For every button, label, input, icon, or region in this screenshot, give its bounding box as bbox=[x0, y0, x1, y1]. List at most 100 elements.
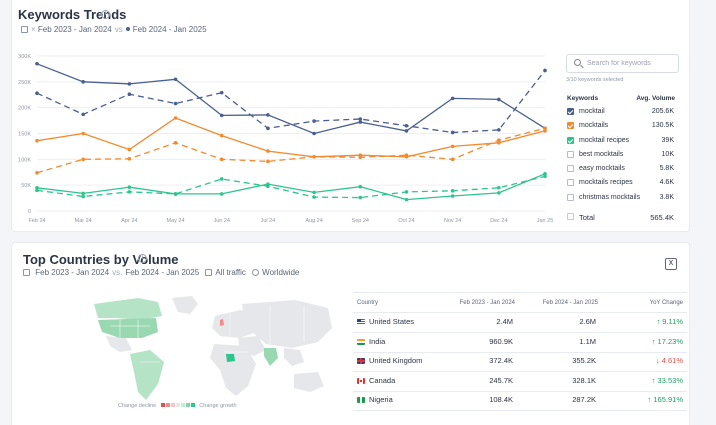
x-tick-label: Sep 24 bbox=[352, 218, 369, 224]
data-point bbox=[312, 119, 316, 123]
map-australia bbox=[294, 372, 324, 392]
keyword-row[interactable]: mocktails 130.5K bbox=[566, 120, 676, 132]
data-point bbox=[358, 120, 363, 124]
country-row[interactable]: Nigeria 108.4K 287.2K ↑ 165.91% bbox=[353, 391, 687, 410]
cur-volume: 1.1M bbox=[579, 336, 596, 346]
data-point bbox=[81, 131, 85, 136]
flag-icon bbox=[357, 377, 365, 384]
keyword-row[interactable]: mocktail recipes 39K bbox=[566, 135, 676, 147]
cur-volume: 328.1K bbox=[572, 375, 596, 385]
data-point bbox=[543, 126, 547, 131]
data-point bbox=[312, 131, 316, 136]
keyword-checkbox[interactable] bbox=[567, 137, 574, 144]
info-icon[interactable]: i bbox=[101, 10, 110, 19]
yoy-change: ↑ 33.53% bbox=[651, 375, 683, 385]
keywords-trends-title: Keywords Trends bbox=[18, 7, 127, 22]
keyword-row[interactable]: mocktail 205.6K bbox=[566, 106, 676, 118]
x-tick-label: Jan 25 bbox=[537, 218, 554, 224]
keyword-checkbox[interactable] bbox=[567, 151, 574, 158]
keyword-checkbox[interactable] bbox=[567, 122, 574, 129]
map-greenland bbox=[172, 296, 198, 314]
data-point bbox=[35, 185, 39, 190]
map-russia-asia bbox=[242, 300, 332, 348]
data-point bbox=[358, 117, 363, 121]
legend-swatch bbox=[170, 403, 175, 407]
keyword-row[interactable]: easy mocktails 5.8K bbox=[566, 163, 676, 175]
x-tick-label: Nov 24 bbox=[444, 218, 461, 224]
volume-column-header: Avg. Volume bbox=[636, 95, 675, 102]
data-point bbox=[219, 90, 224, 95]
world-map[interactable] bbox=[80, 292, 340, 402]
legend-swatch bbox=[160, 403, 165, 407]
keyword-row[interactable]: best mocktails 10K bbox=[566, 149, 676, 161]
data-point bbox=[219, 157, 224, 162]
map-canada bbox=[94, 298, 162, 320]
data-point bbox=[81, 112, 85, 117]
data-point bbox=[35, 61, 39, 66]
country-name: United States bbox=[369, 317, 415, 326]
excel-export-icon[interactable]: X bbox=[665, 258, 677, 270]
keyword-checkbox[interactable] bbox=[567, 194, 574, 201]
country-name: United Kingdom bbox=[369, 356, 423, 366]
vs-label: vs bbox=[114, 25, 123, 34]
prev-volume: 245.7K bbox=[489, 375, 513, 385]
country-row[interactable]: United States 2.4M 2.6M ↑ 9.11% bbox=[353, 313, 687, 332]
map-united-states bbox=[98, 318, 158, 338]
globe-icon bbox=[252, 269, 260, 276]
y-tick-label: 100K bbox=[18, 157, 31, 163]
series-line-mocktail-recipes-prev bbox=[36, 175, 546, 199]
keyword-checkbox[interactable] bbox=[567, 179, 574, 186]
keyword-search-input[interactable] bbox=[587, 57, 675, 70]
country-row[interactable]: Canada 245.7K 328.1K ↑ 33.53% bbox=[353, 372, 687, 391]
data-point bbox=[450, 144, 455, 149]
keyword-search-box[interactable] bbox=[566, 54, 679, 73]
countries-period-prev[interactable]: Feb 2023 - Jan 2024 bbox=[35, 268, 110, 277]
legend-swatch bbox=[185, 403, 190, 407]
prev-volume: 372.4K bbox=[489, 356, 513, 366]
data-point bbox=[127, 147, 132, 152]
col-country[interactable]: Country bbox=[357, 300, 379, 306]
total-checkbox[interactable] bbox=[567, 213, 574, 220]
data-point bbox=[219, 177, 224, 181]
country-row[interactable]: India 960.9K 1.1M ↑ 17.23% bbox=[353, 333, 687, 352]
keyword-row[interactable]: christmas mocktails 3.8K bbox=[566, 192, 676, 204]
keyword-checkbox[interactable] bbox=[567, 165, 574, 172]
row-divider bbox=[353, 332, 687, 333]
legend-swatch bbox=[180, 403, 185, 407]
countries-filters: Feb 2023 - Jan 2024 vs. Feb 2024 - Jan 202… bbox=[23, 268, 299, 277]
data-point bbox=[81, 157, 85, 162]
country-row[interactable]: United Kingdom 372.4K 355.2K ↓ 4.61% bbox=[353, 352, 687, 371]
x-tick-label: Jul 24 bbox=[261, 218, 276, 224]
data-point bbox=[497, 191, 501, 195]
col-prev-period[interactable]: Feb 2023 - Jan 2024 bbox=[459, 300, 515, 306]
trend-chart: 0 50K 100K 150K 200K 250K 300K Feb 24 Mar 24 Apr … bbox=[18, 54, 554, 224]
table-top-border bbox=[353, 292, 687, 293]
keyword-volume: 5.8K bbox=[659, 165, 674, 172]
data-point bbox=[127, 157, 132, 161]
table-header-border bbox=[353, 312, 687, 313]
flag-icon bbox=[357, 397, 365, 404]
col-yoy-change[interactable]: YoY Change bbox=[649, 300, 683, 306]
col-cur-period[interactable]: Feb 2024 - Jan 2025 bbox=[542, 300, 598, 306]
row-divider bbox=[353, 390, 687, 392]
keyword-label: mocktail recipes bbox=[579, 137, 630, 144]
y-tick-label: 300K bbox=[18, 54, 31, 60]
vs-label: vs. bbox=[112, 268, 123, 277]
keyword-volume: 39K bbox=[661, 137, 674, 144]
data-point bbox=[358, 155, 363, 160]
keyword-checkbox[interactable] bbox=[567, 108, 574, 115]
series-line-mocktail bbox=[36, 63, 546, 135]
region-filter[interactable]: Worldwide bbox=[262, 268, 300, 277]
data-point bbox=[404, 123, 409, 128]
map-india bbox=[264, 348, 278, 366]
total-value: 565.4K bbox=[650, 213, 674, 222]
keyword-row[interactable]: mocktails recipes 4.6K bbox=[566, 177, 676, 189]
data-point bbox=[312, 195, 316, 199]
trends-period-cur: Feb 2024 - Jan 2025 bbox=[132, 25, 207, 34]
map-south-america bbox=[130, 350, 164, 400]
info-icon[interactable]: i bbox=[138, 254, 147, 263]
keyword-label: mocktail bbox=[579, 108, 605, 115]
trends-period-selector[interactable]: × Feb 2023 - Jan 2024 vs Feb 2024 - Jan 20… bbox=[21, 25, 207, 34]
traffic-filter[interactable]: All traffic bbox=[215, 268, 246, 277]
countries-period-cur[interactable]: Feb 2024 - Jan 2025 bbox=[125, 268, 200, 277]
